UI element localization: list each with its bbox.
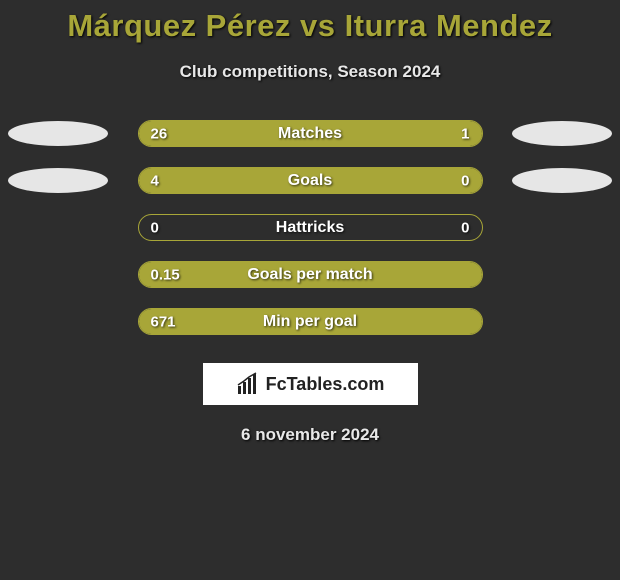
stat-value-left: 0 (151, 219, 159, 236)
stat-label: Goals (288, 172, 332, 190)
comparison-card: Márquez Pérez vs Iturra Mendez Club comp… (0, 0, 620, 445)
stat-row: 671 Min per goal (0, 308, 620, 335)
bar-fill-left (139, 121, 403, 146)
stat-row: 0 0 Hattricks (0, 214, 620, 241)
stat-value-left: 26 (151, 125, 168, 142)
stat-row: 4 0 Goals (0, 167, 620, 194)
bar-fill-right (403, 121, 482, 146)
stat-label: Goals per match (247, 266, 372, 284)
page-title: Márquez Pérez vs Iturra Mendez (0, 8, 620, 44)
stat-value-left: 0.15 (151, 266, 180, 283)
subtitle: Club competitions, Season 2024 (0, 62, 620, 82)
bar-fill-right (413, 168, 482, 193)
stat-bar: 26 1 Matches (138, 120, 483, 147)
logo-box[interactable]: FcTables.com (203, 363, 418, 405)
stat-value-right: 1 (461, 125, 469, 142)
stat-row: 0.15 Goals per match (0, 261, 620, 288)
stat-value-left: 671 (151, 313, 176, 330)
stat-label: Hattricks (276, 219, 344, 237)
stat-label: Min per goal (263, 313, 357, 331)
stat-value-right: 0 (461, 172, 469, 189)
stat-value-left: 4 (151, 172, 159, 189)
stat-label: Matches (278, 125, 342, 143)
player-badge-right (512, 121, 612, 146)
player-badge-left (8, 121, 108, 146)
stat-bar: 0.15 Goals per match (138, 261, 483, 288)
stats-rows: 26 1 Matches 4 0 Goals 0 0 Hattricks 0.15 Goals pe… (0, 120, 620, 335)
bar-chart-icon (236, 372, 260, 396)
logo-text: FcTables.com (266, 374, 385, 395)
player-badge-left (8, 168, 108, 193)
player-badge-right (512, 168, 612, 193)
stat-bar: 671 Min per goal (138, 308, 483, 335)
stat-value-right: 0 (461, 219, 469, 236)
bar-fill-left (139, 168, 413, 193)
stat-bar: 4 0 Goals (138, 167, 483, 194)
stat-row: 26 1 Matches (0, 120, 620, 147)
stat-bar: 0 0 Hattricks (138, 214, 483, 241)
date-label: 6 november 2024 (0, 425, 620, 445)
